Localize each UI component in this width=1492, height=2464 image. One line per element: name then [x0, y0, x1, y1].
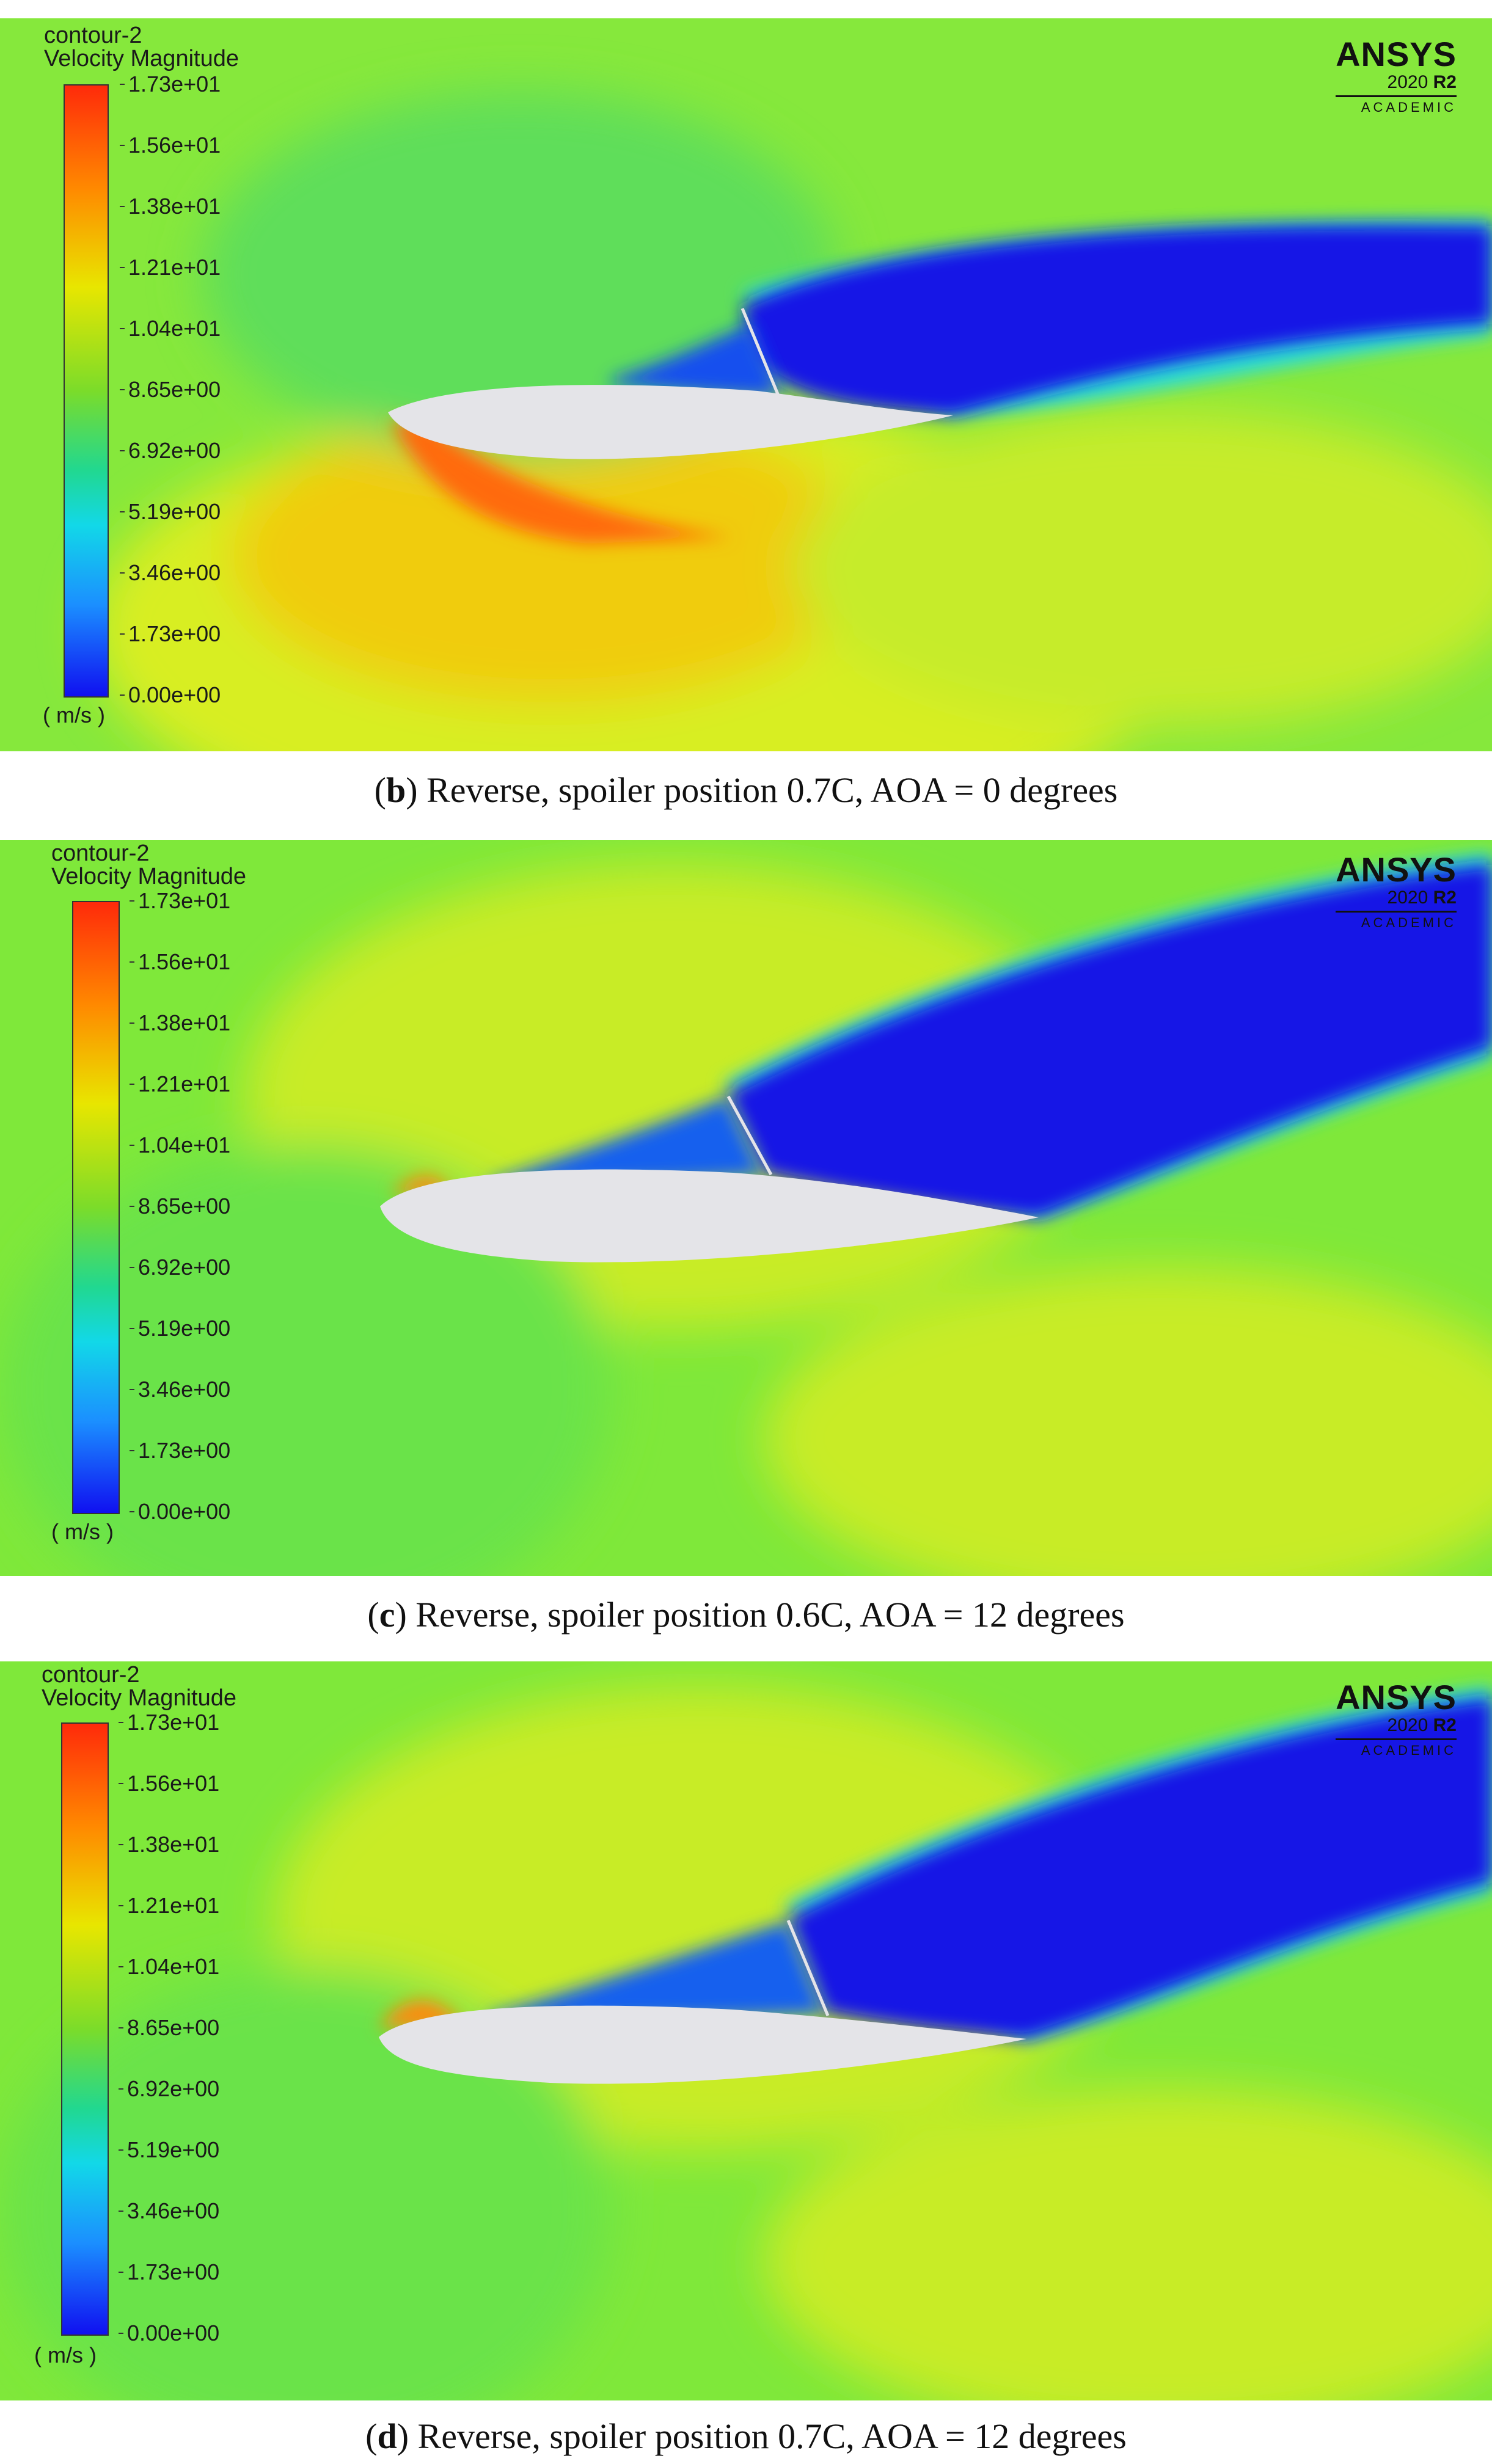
caption-letter: d — [377, 2416, 397, 2456]
colorbar-tick-label: 3.46e+00 — [119, 560, 221, 585]
colorbar — [72, 901, 120, 1514]
legend-contour-name: contour-2 — [42, 1662, 140, 1688]
colorbar-tick-label: 1.73e+00 — [129, 1438, 231, 1463]
logo-version: 2020 — [1387, 1715, 1428, 1735]
legend-contour-name: contour-2 — [44, 23, 142, 48]
units-label: ( m/s ) — [34, 2342, 97, 2367]
caption-b: (b) Reverse, spoiler position 0.7C, AOA … — [374, 770, 1118, 810]
colorbar-ticks: 1.73e+01 1.56e+01 1.38e+01 1.21e+01 1.04e+01… — [129, 888, 272, 1523]
logo-edition: ACADEMIC — [1361, 100, 1457, 115]
colorbar-tick-label: 1.04e+01 — [119, 316, 221, 341]
logo-brand: ANSYS — [1336, 850, 1457, 889]
colorbar-tick-label: 1.04e+01 — [129, 1132, 231, 1157]
colorbar-tick-label: 3.46e+00 — [129, 1377, 231, 1402]
colorbar-tick-label: 6.92e+00 — [119, 438, 221, 463]
ansys-logo: ANSYS 2020 R2 ACADEMIC — [1336, 37, 1457, 118]
velocity-field-b — [0, 18, 1492, 751]
colorbar-tick-label: 0.00e+00 — [129, 1499, 231, 1524]
airfoil-c — [380, 1169, 1039, 1263]
units-label: ( m/s ) — [51, 1519, 114, 1544]
legend-variable-name: Velocity Magnitude — [51, 864, 246, 889]
colorbar-tick-label: 1.73e+00 — [119, 621, 221, 646]
colorbar-tick-label: 1.73e+01 — [118, 1710, 220, 1735]
logo-release: R2 — [1433, 1715, 1457, 1735]
legend-contour-name: contour-2 — [51, 840, 150, 866]
caption-d: (d) Reverse, spoiler position 0.7C, AOA … — [365, 2416, 1127, 2456]
caption-c: (c) Reverse, spoiler position 0.6C, AOA … — [367, 1595, 1125, 1635]
units-label: ( m/s ) — [43, 702, 105, 727]
logo-brand: ANSYS — [1336, 1678, 1457, 1716]
logo-edition: ACADEMIC — [1361, 1743, 1457, 1758]
colorbar-tick-label: 1.38e+01 — [119, 194, 221, 219]
airfoil-d — [379, 2005, 1026, 2084]
colorbar-tick-label: 8.65e+00 — [129, 1194, 231, 1219]
colorbar-tick-label: 5.19e+00 — [118, 2137, 220, 2162]
ansys-logo: ANSYS 2020 R2 ACADEMIC — [1336, 852, 1457, 933]
colorbar-tick-label: 1.73e+01 — [119, 71, 221, 97]
logo-release: R2 — [1433, 72, 1457, 92]
colorbar-tick-label: 1.56e+01 — [129, 949, 231, 974]
colorbar-tick-label: 6.92e+00 — [129, 1255, 231, 1280]
colorbar-tick-label: 5.19e+00 — [129, 1316, 231, 1341]
caption-text: ) Reverse, spoiler position 0.7C, AOA = … — [397, 2416, 1127, 2456]
logo-edition: ACADEMIC — [1361, 915, 1457, 930]
colorbar-tick-label: 1.21e+01 — [119, 255, 221, 280]
colorbar-tick-label: 1.56e+01 — [119, 133, 221, 158]
caption-letter: c — [379, 1595, 395, 1635]
colorbar-tick-label: 1.73e+01 — [129, 888, 231, 913]
legend-variable-name: Velocity Magnitude — [42, 1685, 236, 1711]
airfoil-b — [388, 385, 953, 459]
colorbar-tick-label: 5.19e+00 — [119, 499, 221, 524]
caption-letter: b — [386, 770, 406, 810]
colorbar-tick-label: 1.38e+01 — [129, 1010, 231, 1035]
colorbar-tick-label: 1.21e+01 — [129, 1071, 231, 1096]
caption-text: ) Reverse, spoiler position 0.6C, AOA = … — [395, 1595, 1125, 1635]
colorbar-tick-label: 3.46e+00 — [118, 2198, 220, 2223]
legend-variable-name: Velocity Magnitude — [44, 46, 239, 71]
colorbar — [61, 1722, 109, 2336]
colorbar-tick-label: 1.38e+01 — [118, 1832, 220, 1857]
caption-text: ) Reverse, spoiler position 0.7C, AOA = … — [406, 770, 1118, 810]
velocity-field-c — [0, 840, 1492, 1576]
logo-version: 2020 — [1387, 72, 1428, 92]
colorbar-ticks: 1.73e+01 1.56e+01 1.38e+01 1.21e+01 1.04e+01… — [118, 1710, 261, 2344]
colorbar-tick-label: 6.92e+00 — [118, 2076, 220, 2101]
colorbar-tick-label: 0.00e+00 — [118, 2320, 220, 2346]
contour-panel-c: contour-2 Velocity Magnitude 1.73e+01 1.5… — [0, 840, 1492, 1576]
contour-panel-d: contour-2 Velocity Magnitude 1.73e+01 1.5… — [0, 1661, 1492, 2400]
colorbar-tick-label: 1.73e+00 — [118, 2259, 220, 2284]
colorbar-tick-label: 0.00e+00 — [119, 682, 221, 707]
ansys-logo: ANSYS 2020 R2 ACADEMIC — [1336, 1680, 1457, 1761]
logo-brand: ANSYS — [1336, 35, 1457, 73]
velocity-field-d — [0, 1661, 1492, 2400]
colorbar — [64, 84, 109, 698]
contour-panel-b: contour-2 Velocity Magnitude 1.73e+01 1.5… — [0, 18, 1492, 751]
logo-version: 2020 — [1387, 888, 1428, 908]
logo-release: R2 — [1433, 888, 1457, 908]
colorbar-tick-label: 1.04e+01 — [118, 1954, 220, 1979]
colorbar-tick-label: 8.65e+00 — [119, 377, 221, 402]
colorbar-tick-label: 1.21e+01 — [118, 1893, 220, 1918]
colorbar-tick-label: 1.56e+01 — [118, 1771, 220, 1796]
colorbar-tick-label: 8.65e+00 — [118, 2015, 220, 2040]
colorbar-ticks: 1.73e+01 1.56e+01 1.38e+01 1.21e+01 1.04e+01… — [119, 71, 263, 706]
